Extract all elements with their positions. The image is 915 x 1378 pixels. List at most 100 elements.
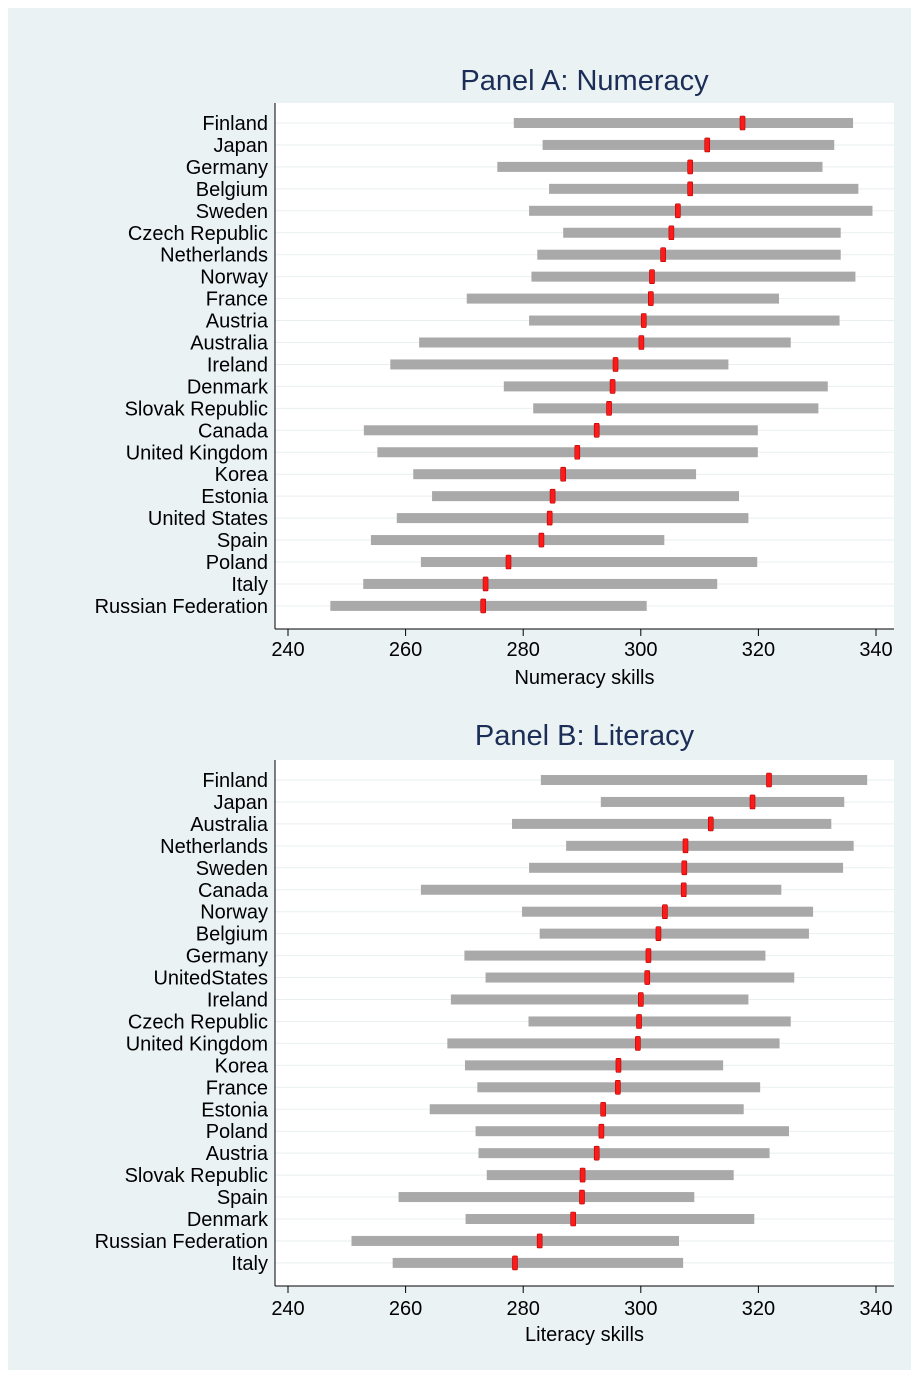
range-bar: [447, 1038, 780, 1049]
country-label: Spain: [217, 1187, 268, 1209]
x-axis-title: Literacy skills: [525, 1324, 644, 1346]
range-bar: [533, 403, 819, 414]
range-bar: [563, 227, 841, 238]
country-label: Estonia: [201, 486, 269, 508]
range-bar: [478, 1148, 770, 1159]
country-label: Australia: [190, 814, 269, 836]
mean-marker: [638, 335, 645, 350]
range-bar: [390, 359, 729, 370]
range-bar: [513, 118, 854, 128]
x-tick-label: 300: [624, 1298, 657, 1320]
country-label: Ireland: [207, 354, 268, 376]
mean-marker: [660, 247, 666, 262]
mean-marker: [609, 379, 616, 394]
country-label: Czech Republic: [128, 1011, 268, 1033]
range-bar: [531, 271, 856, 282]
range-bar: [566, 840, 854, 851]
country-label: Germany: [186, 946, 268, 968]
mean-marker: [482, 576, 489, 592]
range-bar: [351, 1235, 680, 1246]
mean-marker: [637, 992, 644, 1007]
mean-marker: [512, 1255, 518, 1271]
mean-marker: [749, 794, 756, 810]
mean-marker: [636, 1014, 642, 1029]
mean-marker: [687, 181, 693, 197]
range-bar: [466, 293, 779, 304]
x-tick-label: 340: [859, 639, 892, 661]
mean-marker: [707, 816, 714, 832]
country-label: Russian Federation: [95, 1231, 268, 1253]
x-tick-label: 240: [271, 1298, 304, 1320]
country-label: Italy: [231, 574, 268, 596]
country-label: Denmark: [187, 376, 269, 398]
range-bar: [450, 994, 749, 1005]
country-label: Slovak Republic: [125, 1165, 268, 1187]
mean-marker: [704, 137, 711, 153]
range-bar: [413, 469, 697, 480]
country-label: Spain: [217, 530, 268, 552]
country-label: Austria: [206, 311, 269, 333]
mean-marker: [682, 838, 689, 854]
mean-marker: [675, 203, 681, 219]
mean-marker: [635, 1036, 641, 1051]
panel-title: Panel A: Numeracy: [460, 65, 709, 97]
mean-marker: [615, 1058, 622, 1073]
mean-marker: [615, 1080, 621, 1095]
x-tick-label: 260: [389, 639, 422, 661]
x-tick-label: 300: [624, 639, 657, 661]
mean-marker: [662, 904, 668, 920]
range-bar: [464, 1060, 724, 1071]
country-label: United Kingdom: [126, 442, 268, 464]
country-label: Poland: [206, 1121, 268, 1143]
range-bar: [542, 139, 835, 150]
range-bar: [392, 1257, 684, 1268]
range-bar: [475, 1126, 789, 1137]
mean-marker: [538, 532, 545, 548]
range-bar: [396, 513, 749, 524]
country-label: Norway: [200, 267, 268, 289]
chart-svg: Panel A: NumeracyFinlandJapanGermanyBelg…: [95, 65, 894, 1346]
mean-marker: [644, 970, 651, 985]
mean-marker: [680, 882, 687, 898]
range-bar: [503, 381, 828, 392]
x-tick-label: 280: [507, 639, 540, 661]
mean-marker: [598, 1123, 605, 1139]
country-label: Netherlands: [160, 245, 268, 267]
x-tick-label: 320: [742, 639, 775, 661]
country-label: Korea: [215, 1055, 269, 1077]
mean-marker: [739, 115, 746, 131]
mean-marker: [640, 313, 647, 328]
mean-marker: [668, 225, 675, 241]
range-bar: [549, 183, 859, 194]
mean-marker: [570, 1211, 576, 1227]
panel-numeracy: Panel A: Numeracy FinlandJapanGermanyBelg…: [95, 65, 894, 689]
x-axis-title: Numeracy skills: [514, 667, 654, 689]
mean-marker: [655, 926, 662, 941]
range-bar: [485, 972, 795, 983]
range-bar: [429, 1104, 744, 1115]
mean-marker: [612, 357, 619, 372]
country-label: Italy: [231, 1253, 268, 1275]
mean-marker: [600, 1101, 606, 1117]
country-label: Slovak Republic: [125, 398, 268, 420]
country-label: Netherlands: [160, 836, 268, 858]
range-bar: [512, 818, 832, 829]
range-bar: [420, 557, 758, 567]
country-label: Estonia: [201, 1099, 269, 1121]
range-bar: [377, 447, 758, 458]
x-tick-label: 340: [859, 1298, 892, 1320]
country-label: France: [206, 1077, 268, 1099]
mean-marker: [579, 1167, 586, 1183]
country-label: Germany: [186, 157, 268, 179]
mean-marker: [480, 598, 487, 614]
panel-literacy: Panel B: Literacy FinlandJapanAustraliaNe…: [95, 720, 894, 1346]
country-label: Sweden: [196, 201, 268, 223]
mean-marker: [687, 159, 693, 175]
range-bar: [528, 1016, 791, 1027]
range-bar: [537, 249, 841, 260]
country-label: Japan: [214, 135, 269, 157]
range-bar: [363, 578, 718, 589]
country-label: Japan: [214, 792, 269, 814]
country-label: Russian Federation: [95, 596, 268, 618]
range-bar: [529, 315, 840, 326]
